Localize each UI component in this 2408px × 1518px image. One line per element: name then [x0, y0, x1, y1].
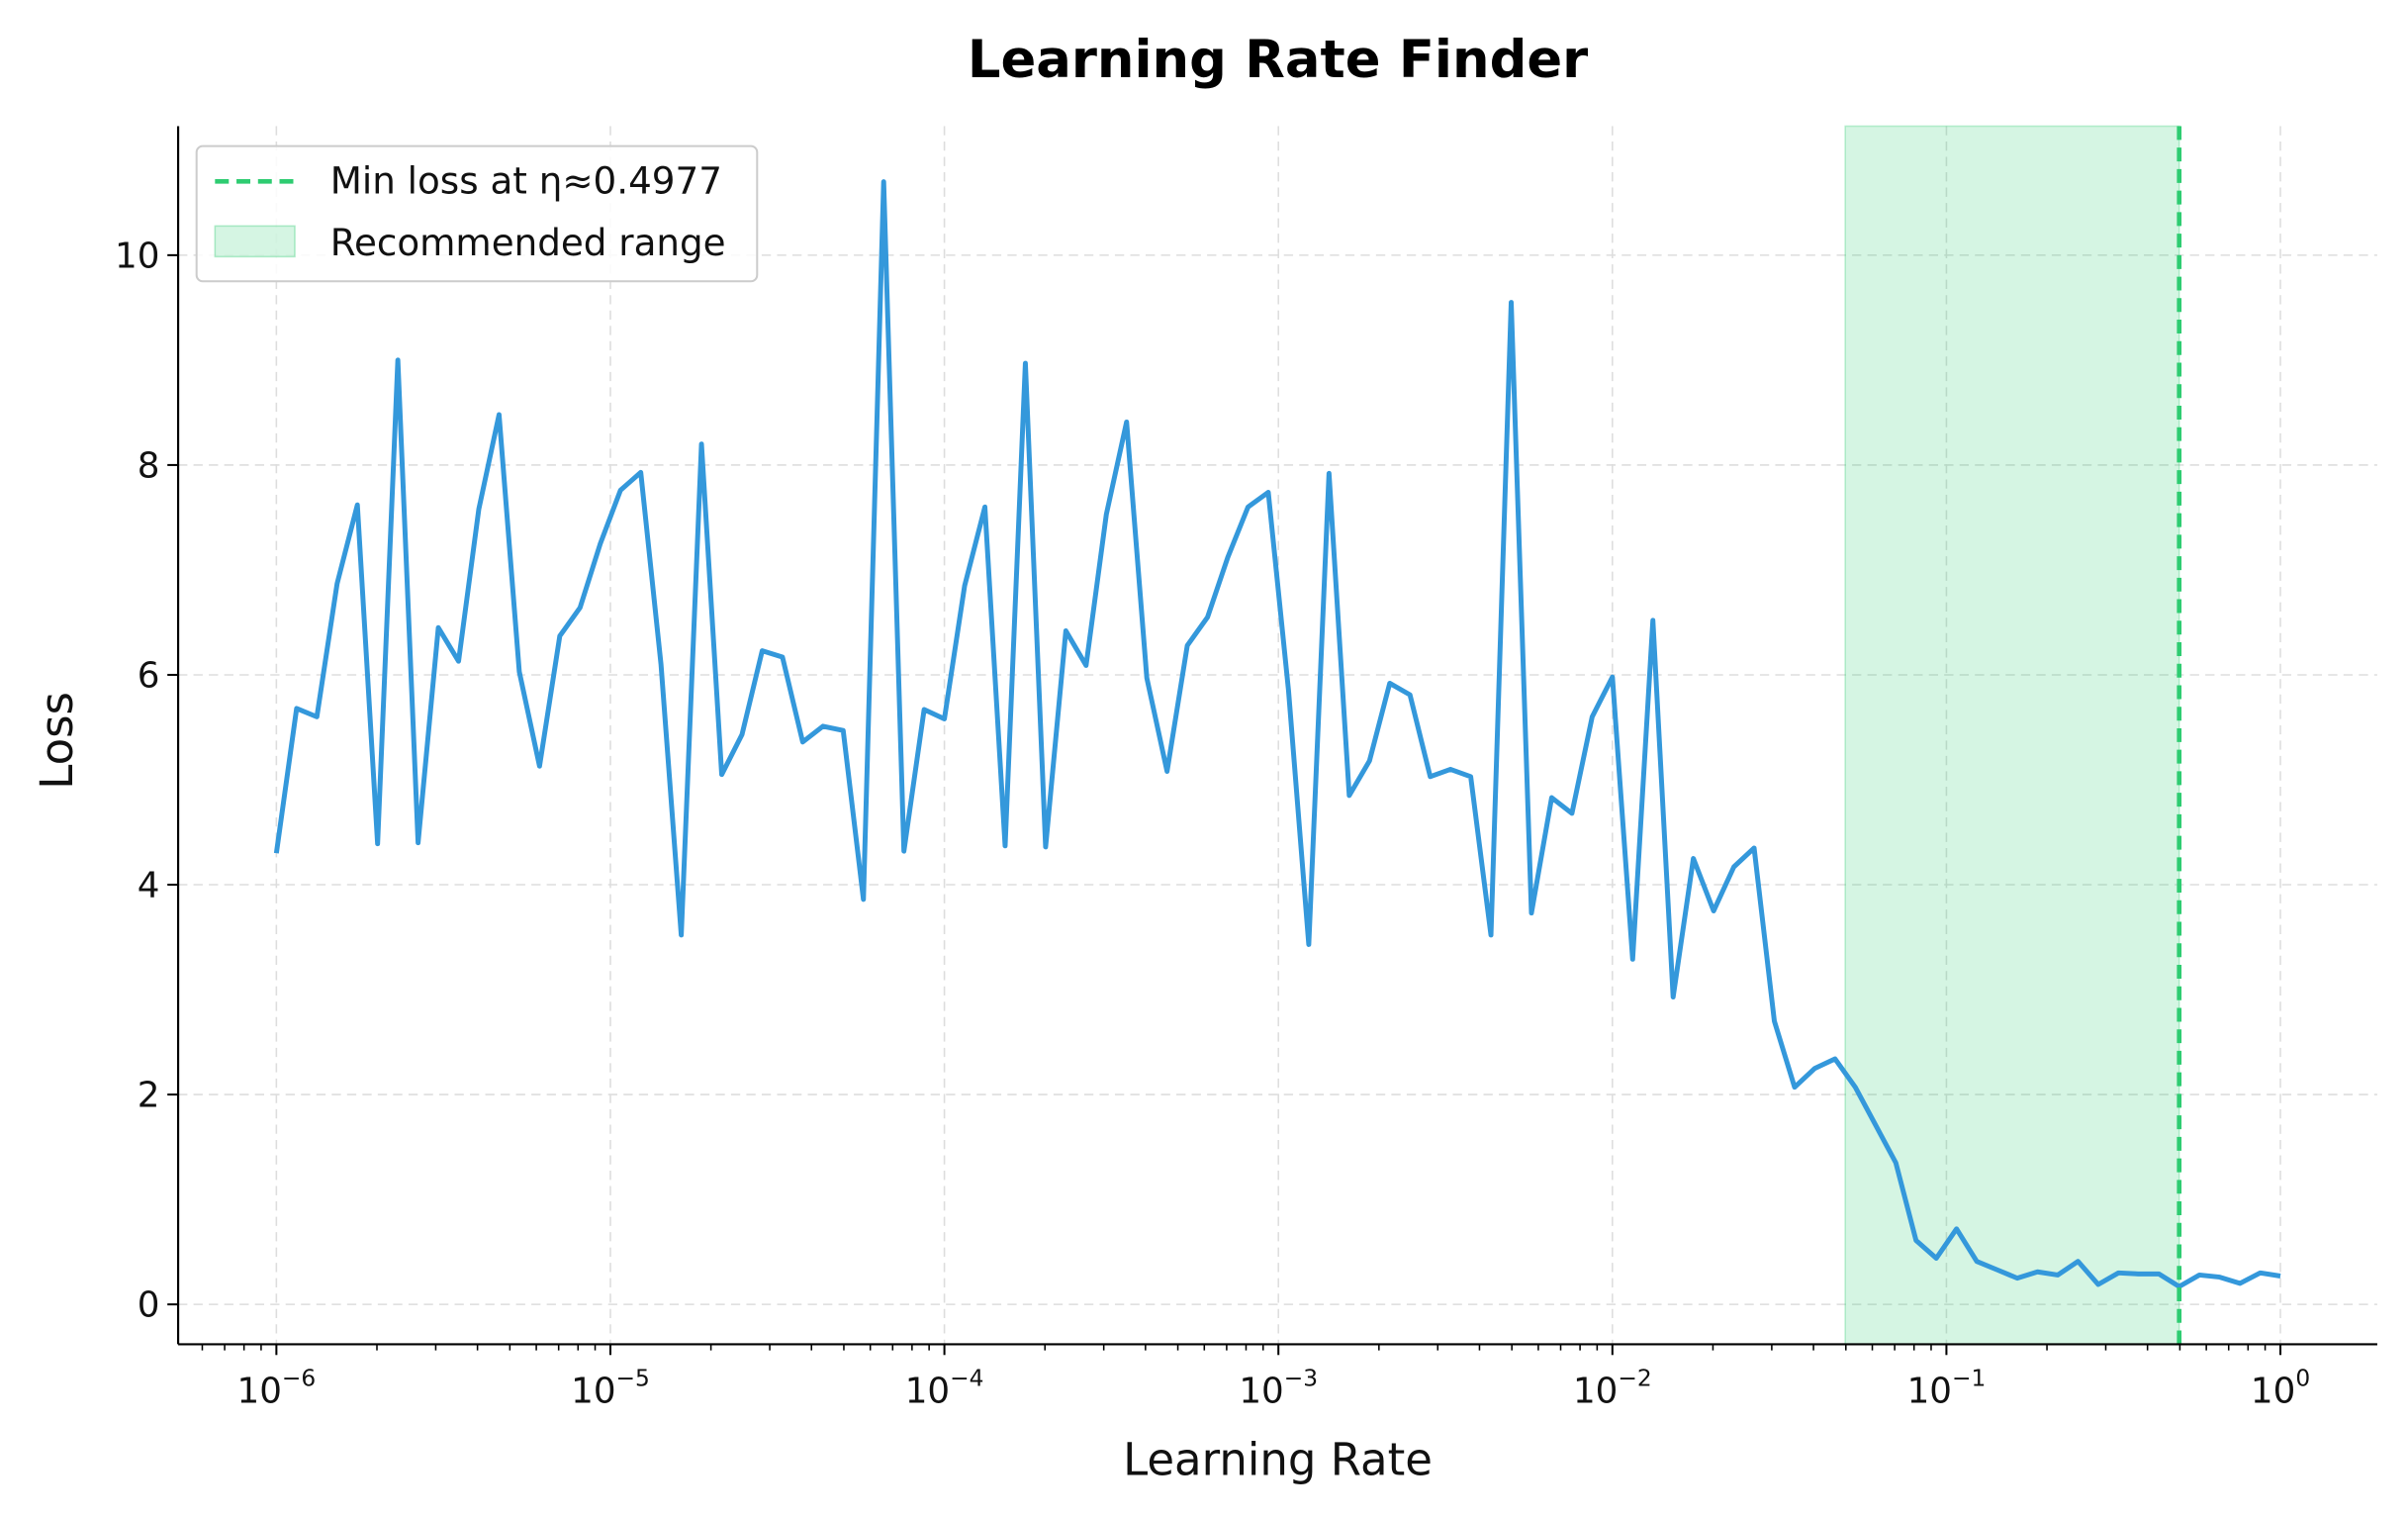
y-tick-label: 6 — [138, 655, 160, 696]
legend-range-swatch — [214, 225, 296, 258]
x-tick-label: 10−6 — [237, 1365, 317, 1411]
y-tick-label: 4 — [138, 865, 160, 905]
x-tick-label: 10−1 — [1907, 1365, 1987, 1411]
y-tick-label: 8 — [138, 445, 160, 486]
axes: 0 2 4 6 8 10 10−6 10−5 10−4 10−3 10−2 10−1 100 — [115, 126, 2377, 1411]
legend: Min loss at η≈0.4977 Recommended range — [195, 144, 759, 283]
x-tick-label: 10−4 — [905, 1365, 984, 1411]
legend-frame — [195, 144, 759, 283]
legend-range-label: Recommended range — [330, 221, 726, 264]
x-tick-label: 10−3 — [1239, 1365, 1318, 1411]
legend-min-loss-label: Min loss at η≈0.4977 — [330, 159, 722, 203]
y-tick-label: 0 — [138, 1285, 160, 1326]
recommended-range-band — [1844, 125, 2180, 1346]
y-tick-label: 2 — [138, 1075, 160, 1115]
series-layer — [273, 126, 2281, 1345]
x-tick-label: 100 — [2251, 1365, 2310, 1411]
y-tick-label: 10 — [115, 236, 159, 276]
grid — [178, 126, 2377, 1345]
x-tick-label: 10−5 — [571, 1365, 650, 1411]
y-axis-label: Loss — [31, 692, 83, 790]
recommended-range-rect — [1844, 125, 2180, 1346]
chart-title: Learning Rate Finder — [968, 30, 1588, 90]
x-axis-label: Learning Rate — [1123, 1433, 1433, 1485]
loss-curve — [273, 179, 2281, 1289]
x-tick-label: 10−2 — [1573, 1365, 1652, 1411]
